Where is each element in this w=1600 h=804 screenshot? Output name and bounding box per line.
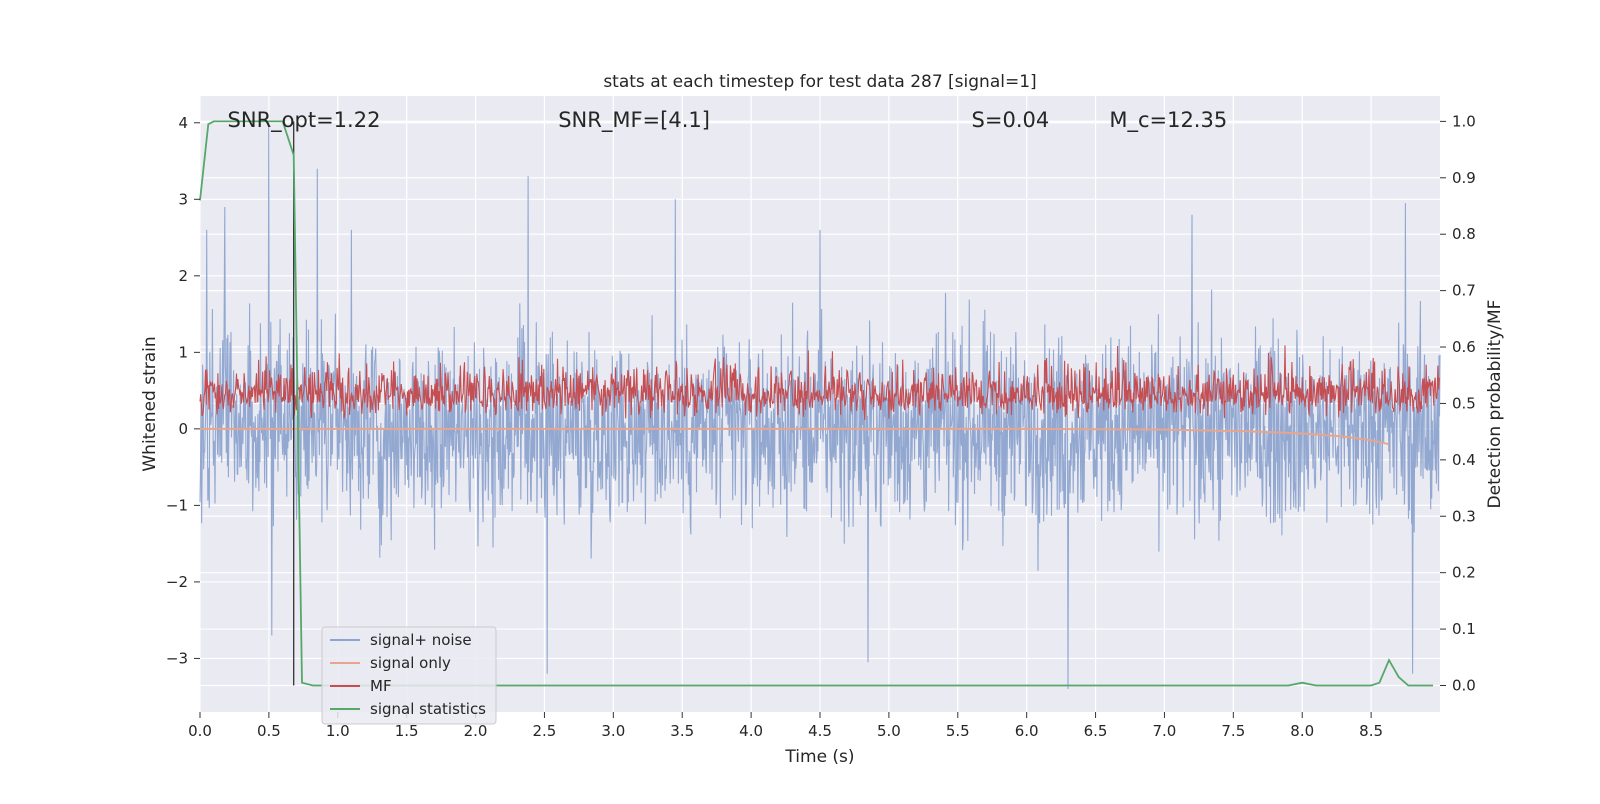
x-axis-label: Time (s) xyxy=(784,747,854,767)
legend-label-signal-statistics: signal statistics xyxy=(370,700,486,718)
y-right-tick-label: 0.5 xyxy=(1452,394,1476,412)
series-signal-statistics xyxy=(199,120,1434,687)
annotation-1: SNR_MF=[4.1] xyxy=(558,108,710,133)
x-tick-label: 5.0 xyxy=(877,722,901,740)
y-right-tick-label: 0.8 xyxy=(1452,225,1476,243)
y-left-tick-label: −2 xyxy=(166,573,188,591)
y-right-tick-label: 0.4 xyxy=(1452,451,1476,469)
x-tick-label: 7.0 xyxy=(1153,722,1177,740)
y-right-tick-label: 0.6 xyxy=(1452,338,1476,356)
y-left-tick-label: 1 xyxy=(178,343,188,361)
y-axis-label-right: Detection probability/MF xyxy=(1485,300,1505,509)
y-right-tick-label: 0.1 xyxy=(1452,620,1476,638)
series-layer xyxy=(199,120,1441,690)
x-tick-label: 3.5 xyxy=(670,722,694,740)
legend: signal+ noise signal only MF signal stat… xyxy=(321,626,497,725)
chart-title: stats at each timestep for test data 287… xyxy=(603,72,1036,92)
legend-label-signal-only: signal only xyxy=(370,654,451,672)
x-tick-label: 1.0 xyxy=(326,722,350,740)
series-signal-only xyxy=(200,427,1390,446)
y-left-tick-label: 0 xyxy=(178,420,188,438)
y-axis-label-left: Whitened strain xyxy=(140,336,160,471)
x-tick-label: 3.0 xyxy=(601,722,625,740)
legend-frame xyxy=(321,626,497,725)
x-tick-label: 4.5 xyxy=(808,722,832,740)
y-right-tick-label: 0.3 xyxy=(1452,507,1476,525)
x-tick-label: 2.5 xyxy=(533,722,557,740)
y-right-tick-label: 0.0 xyxy=(1452,676,1476,694)
x-tick-label: 7.5 xyxy=(1221,722,1245,740)
y-left-tick-label: −3 xyxy=(166,649,188,667)
x-tick-label: 5.5 xyxy=(946,722,970,740)
y-left-tick-label: 3 xyxy=(178,190,188,208)
annotation-2: S=0.04 xyxy=(972,108,1050,132)
x-tick-label: 2.0 xyxy=(464,722,488,740)
axes: 0.0 0.5 1.0 1.5 2.0 2.5 3.0 3.5 4.0 4.5 5.0 5.5 6.0 6… xyxy=(166,112,1476,740)
y-right-tick-label: 1.0 xyxy=(1452,112,1476,130)
y-left-tick-label: −1 xyxy=(166,496,188,514)
y-right-tick-label: 0.7 xyxy=(1452,282,1476,300)
x-tick-label: 4.0 xyxy=(739,722,763,740)
y-right-tick-label: 0.2 xyxy=(1452,564,1476,582)
x-tick-label: 6.5 xyxy=(1084,722,1108,740)
legend-label-signal-noise: signal+ noise xyxy=(370,631,472,649)
y-left-tick-label: 2 xyxy=(178,267,188,285)
annotation-0: SNR_opt=1.22 xyxy=(228,108,381,133)
x-tick-label: 0.0 xyxy=(188,722,212,740)
annotations: SNR_opt=1.22 SNR_MF=[4.1] S=0.04 M_c=12.35 xyxy=(228,108,1228,133)
annotation-3: M_c=12.35 xyxy=(1109,108,1227,133)
y-left-tick-label: 4 xyxy=(178,114,188,132)
series-mf xyxy=(199,345,1441,421)
x-tick-label: 1.5 xyxy=(395,722,419,740)
legend-label-mf: MF xyxy=(370,677,392,695)
x-tick-label: 8.5 xyxy=(1359,722,1383,740)
y-right-tick-label: 0.9 xyxy=(1452,169,1476,187)
x-tick-label: 8.0 xyxy=(1290,722,1314,740)
x-tick-label: 6.0 xyxy=(1015,722,1039,740)
x-tick-label: 0.5 xyxy=(257,722,281,740)
